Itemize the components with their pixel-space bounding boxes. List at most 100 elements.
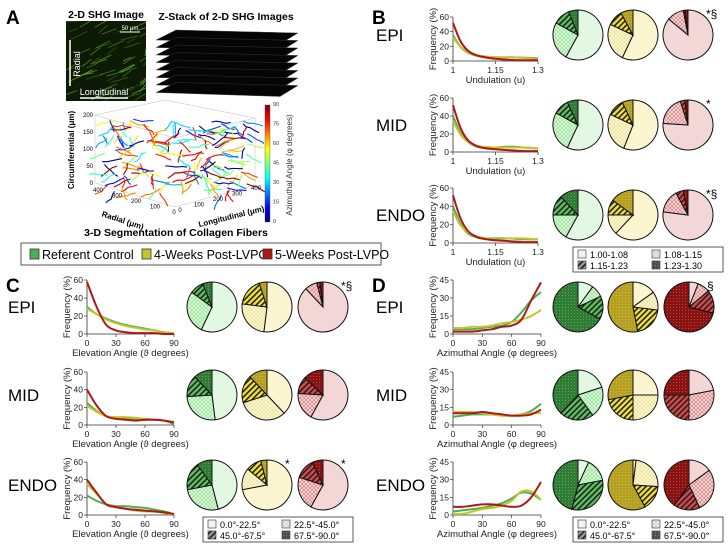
x-tick-label: 30 — [478, 338, 488, 348]
pie-slice — [684, 9, 689, 36]
y-tick-label: 40 — [440, 111, 450, 121]
pie-legend-swatch — [577, 260, 587, 270]
y-tick-label: 30 — [440, 385, 450, 395]
pie-slice — [297, 281, 349, 333]
pie-legend-swatch — [577, 530, 587, 540]
pie-legend-b: 1.00-1.08 1.08-1.15 1.15-1.23 1.23-1.30 — [572, 246, 724, 273]
pie-chart-5wk: *§ — [297, 279, 352, 333]
y-tick-label: 0 — [78, 510, 83, 520]
pie-slice — [607, 459, 646, 511]
pie-slice — [552, 22, 579, 58]
legend-swatch-control — [29, 248, 40, 260]
longitudinal-tick: 200 — [213, 197, 224, 203]
x-tick-label: 1.3 — [532, 247, 544, 257]
pie-chart-control — [552, 99, 604, 151]
series-line-5wk — [452, 195, 539, 244]
pie-legend-label: 22.5°-45.0° — [664, 520, 710, 530]
x-tick-label: 1 — [451, 156, 456, 166]
y-tick-label: 20 — [440, 41, 450, 51]
pie-slice — [211, 459, 238, 510]
pie-chart-control — [552, 459, 604, 511]
series-line-5wk — [452, 481, 542, 508]
pie-legend-swatch — [207, 530, 217, 540]
pie-chart-4wk: * — [241, 457, 293, 511]
pie-slice — [319, 281, 324, 308]
pie-slice — [211, 369, 238, 421]
radial-tick: 200 — [131, 199, 142, 205]
series-line-5wk — [86, 281, 175, 336]
longitudinal-tick: 300 — [232, 192, 243, 198]
pie-chart-5wk: * — [297, 457, 349, 511]
colorbar-tick: 15 — [273, 200, 279, 206]
legend-label-control: Referent Control — [42, 248, 134, 262]
y-tick-label: 60 — [74, 367, 84, 377]
significance-mark: * — [341, 457, 346, 471]
legend-swatch-5wk — [262, 248, 273, 260]
series-line-5wk — [453, 281, 542, 333]
panel-letter-d: D — [372, 276, 386, 297]
pie-legend-swatch — [651, 249, 661, 259]
pie-slice — [620, 9, 634, 36]
pie-slice — [200, 281, 238, 333]
y-tick-label: 40 — [74, 385, 84, 395]
pie-legend-label: 0.0°-22.5° — [220, 520, 261, 530]
pie-legend-swatch — [651, 260, 661, 270]
pie-slice — [552, 281, 601, 333]
pie-slice — [688, 369, 715, 396]
pie-legend-d: 0.0°-22.5° 22.5°-45.0° 45.0°-67.5° 67.5°-90… — [572, 516, 724, 543]
y-tick-label: 40 — [440, 201, 450, 211]
pie-slice — [552, 369, 579, 414]
series-line-5wk — [86, 479, 175, 516]
pie-slice — [242, 394, 285, 421]
pie-legend-label: 22.5°-45.0° — [294, 520, 340, 530]
pie-slice — [310, 369, 349, 421]
x-tick-label: 1.15 — [487, 65, 504, 75]
circumferential-tick: 150 — [83, 130, 94, 136]
radial-tick: 0 — [172, 210, 176, 216]
colorbar-tick: 90 — [273, 102, 279, 108]
colorbar-tick: 60 — [273, 141, 279, 147]
pie-legend-swatch — [651, 530, 661, 540]
x-tick-label: 90 — [536, 429, 546, 439]
pie-legend-label: 1.15-1.23 — [590, 261, 628, 271]
y-tick-label: 20 — [74, 402, 84, 412]
series-line-4wk — [452, 410, 542, 417]
panel-a-caption: 3-D Segmentation of Collagen Fibers — [84, 227, 268, 239]
radial-tick: 300 — [112, 194, 123, 200]
pie-chart-5wk — [663, 459, 715, 511]
y-tick-label: 0 — [444, 147, 449, 157]
x-tick-label: 60 — [507, 519, 517, 529]
y-tick-label: 0 — [78, 420, 83, 430]
y-tick-label: 15 — [440, 492, 450, 502]
series-line-5wk — [452, 22, 538, 62]
colorbar-tick: 0 — [273, 219, 276, 225]
x-axis-label: Elevation Angle (ϑ degrees) — [72, 529, 189, 540]
pie-slice — [196, 459, 213, 487]
pie-slice — [194, 369, 213, 397]
longitudinal-label: Longitudinal — [80, 87, 129, 97]
circumferential-tick: 200 — [83, 113, 94, 119]
series-line-5wk — [452, 104, 539, 153]
pie-chart-control — [186, 281, 238, 333]
pie-chart-5wk: *§ — [662, 187, 717, 241]
y-tick-label: 45 — [440, 457, 450, 467]
pie-slice — [241, 303, 268, 333]
y-tick-label: 60 — [74, 457, 84, 467]
series-line-4wk — [452, 120, 539, 150]
colorbar-label: Azimuthal Angle (φ degrees) — [285, 114, 294, 216]
pie-legend-label: 0.0°-22.5° — [590, 520, 631, 530]
pie-chart-4wk — [607, 281, 659, 333]
legend-label-5wk: 5-Weeks Post-LVPO — [275, 248, 389, 262]
x-tick-label: 90 — [536, 519, 546, 529]
pie-legend-label: 1.08-1.15 — [664, 250, 702, 260]
colorbar — [264, 104, 271, 223]
pie-slice — [297, 476, 324, 508]
pie-slice — [632, 369, 659, 396]
x-axis-label: Elevation Angle (ϑ degrees) — [72, 439, 189, 450]
series-legend: Referent Control 4-Weeks Post-LVPO 5-Wee… — [20, 242, 389, 266]
significance-mark: § — [707, 279, 714, 293]
y-axis-label: Frequency (%) — [428, 94, 439, 156]
